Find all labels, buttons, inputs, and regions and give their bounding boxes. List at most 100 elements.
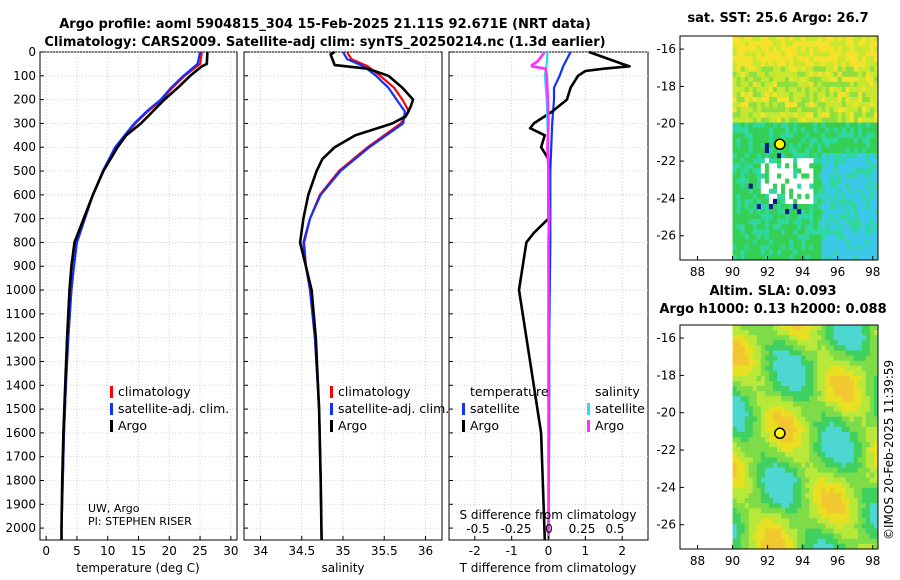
- map-cell: [768, 442, 774, 448]
- map-cell: [748, 396, 754, 402]
- map-cell: [732, 401, 738, 407]
- map-cell: [777, 178, 782, 185]
- map-cell: [849, 158, 855, 164]
- map-cell: [748, 543, 754, 550]
- map-cell: [825, 41, 830, 47]
- map-cell: [841, 330, 847, 336]
- y-tick-label: 1700: [5, 450, 36, 464]
- map-cell: [813, 204, 818, 210]
- map-cell: [789, 86, 794, 93]
- map-cell: [772, 518, 778, 524]
- map-cell: [781, 493, 786, 499]
- map-cell: [829, 493, 834, 499]
- map-cell: [756, 188, 762, 195]
- map-cell: [785, 56, 790, 62]
- map-cell: [833, 183, 838, 190]
- map-cell: [764, 102, 770, 108]
- map-cell: [760, 375, 766, 382]
- map-cell: [849, 214, 855, 220]
- map-cell: [748, 71, 754, 78]
- map-cell: [760, 416, 766, 423]
- map-cell: [772, 92, 778, 98]
- map-cell: [797, 452, 802, 458]
- map-cell: [809, 355, 814, 362]
- map-cell: [813, 401, 818, 407]
- map-cell: [813, 421, 818, 428]
- map-cell: [865, 498, 871, 504]
- map-cell: [772, 508, 778, 514]
- map-cell: [801, 513, 806, 519]
- lon-tick-label: 98: [865, 265, 880, 279]
- map-cell: [785, 391, 790, 397]
- map-cell: [861, 142, 867, 149]
- map-cell: [829, 61, 834, 67]
- map-cell: [805, 365, 810, 372]
- map-cell: [865, 239, 871, 246]
- map-cell: [817, 71, 822, 78]
- map-cell: [841, 214, 847, 220]
- map-cell: [825, 224, 830, 230]
- map-cell: [744, 447, 750, 453]
- map-cell: [865, 431, 871, 438]
- map-cell: [861, 178, 867, 185]
- map-cell: [841, 163, 847, 169]
- map-cell: [785, 401, 790, 407]
- map-cell: [829, 513, 834, 519]
- map-cell: [813, 229, 818, 235]
- map-cell: [760, 472, 766, 479]
- map-cell: [740, 153, 746, 159]
- map-cell: [825, 375, 830, 382]
- map-cell: [797, 437, 802, 443]
- map-cell: [768, 335, 774, 341]
- map-cell: [809, 254, 814, 261]
- map-cell: [797, 86, 802, 93]
- map-cell: [785, 325, 790, 331]
- map-cell: [833, 244, 838, 251]
- map-cell: [857, 41, 863, 47]
- map-cell: [756, 81, 762, 88]
- map-cell: [821, 396, 826, 402]
- map-cell: [789, 467, 794, 474]
- map-cell: [873, 102, 879, 108]
- map-cell: [845, 375, 851, 382]
- map-cell: [740, 543, 746, 550]
- map-cell: [821, 249, 826, 256]
- map-cell: [861, 198, 867, 205]
- map-cell: [801, 467, 806, 474]
- map-cell: [793, 56, 798, 62]
- map-cell: [752, 61, 758, 67]
- map-cell: [873, 365, 879, 372]
- map-cell: [744, 61, 750, 67]
- map-cell: [825, 345, 830, 351]
- map-cell: [849, 137, 855, 144]
- y-tick-label: 1900: [5, 497, 36, 511]
- map-cell: [793, 224, 798, 230]
- map-cell: [809, 431, 814, 438]
- map-cell: [821, 204, 826, 210]
- map-cell: [837, 528, 843, 535]
- map-cell: [849, 178, 855, 185]
- map-cell: [797, 447, 802, 453]
- map-cell: [772, 386, 778, 392]
- map-cell: [793, 543, 798, 550]
- map-cell: [760, 396, 766, 402]
- map-cell: [817, 158, 822, 164]
- map-cell: [825, 452, 830, 458]
- map-cell: [756, 381, 762, 387]
- map-cell: [744, 513, 750, 519]
- map-cell: [849, 442, 855, 448]
- map-cell: [756, 219, 762, 225]
- map-cell: [797, 117, 802, 123]
- map-cell: [772, 137, 778, 144]
- map-cell: [869, 163, 875, 169]
- y-tick-label: 0: [28, 45, 36, 59]
- map-cell: [736, 71, 742, 78]
- map-cell: [748, 513, 754, 519]
- map-cell: [793, 86, 798, 93]
- map-cell: [841, 355, 847, 362]
- map-cell: [813, 163, 818, 169]
- map-cell: [772, 148, 778, 154]
- map-cell: [797, 365, 802, 372]
- map-cell: [756, 447, 762, 453]
- map-cell: [833, 538, 838, 545]
